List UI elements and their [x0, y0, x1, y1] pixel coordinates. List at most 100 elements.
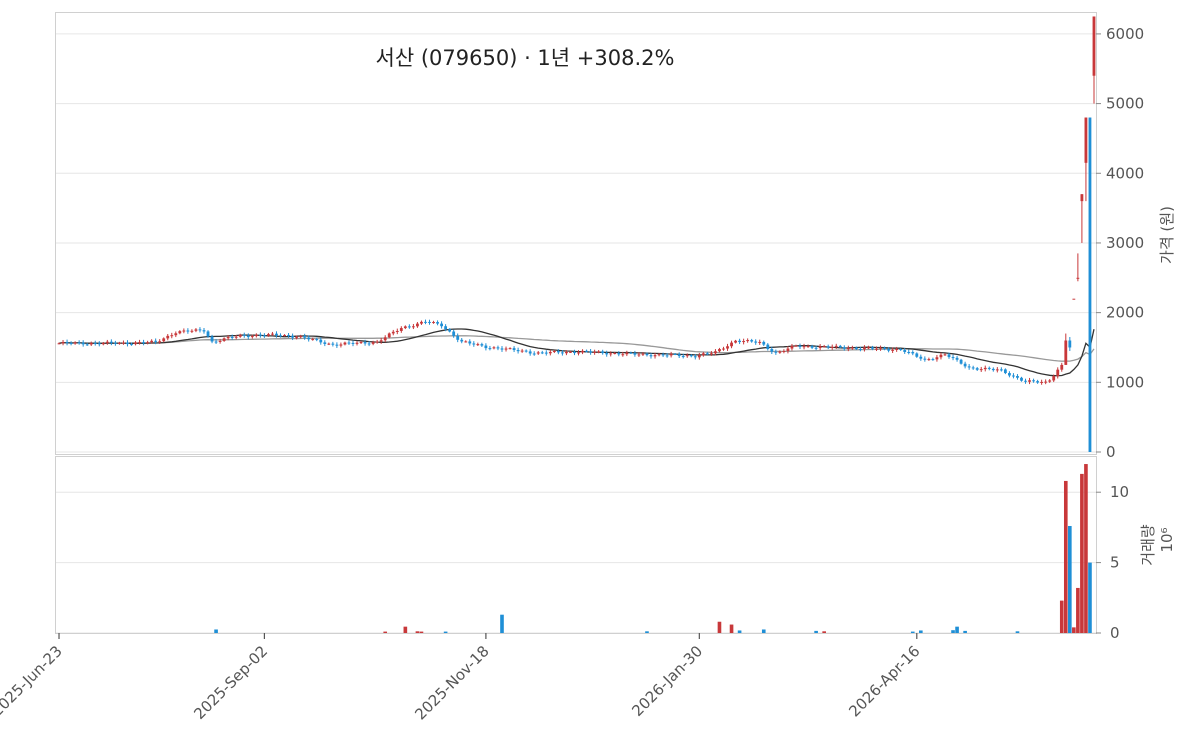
candle-body	[97, 343, 101, 345]
candle-body	[1056, 369, 1060, 377]
moving-average-layer	[58, 328, 1095, 377]
candle-body	[444, 326, 448, 330]
candle-body	[411, 326, 415, 328]
candle-body	[1044, 381, 1048, 383]
candle-body	[279, 335, 282, 337]
candle-body	[718, 349, 721, 352]
candle-body	[810, 346, 814, 348]
candle-body	[323, 342, 327, 344]
candle-body	[440, 323, 444, 327]
volume-bar	[500, 614, 504, 633]
candle-body	[798, 345, 802, 347]
candle-body	[899, 348, 903, 351]
candle-body	[661, 354, 665, 356]
candle-body	[142, 342, 145, 344]
candle-body	[122, 342, 125, 344]
candle-body	[770, 348, 774, 352]
candle-body	[242, 334, 246, 336]
candle-body	[327, 343, 331, 345]
candle-body	[830, 346, 834, 348]
candle-body	[790, 345, 794, 349]
candle-body	[57, 343, 61, 345]
candle-body	[991, 368, 995, 371]
candle-body	[657, 354, 661, 356]
candle-body	[605, 353, 609, 355]
candle-body	[456, 335, 460, 340]
candle-body	[975, 368, 979, 370]
candle-body	[983, 367, 987, 370]
candle-body	[939, 354, 943, 358]
candle-body	[275, 333, 278, 336]
candle-body	[1020, 377, 1023, 381]
candle-body	[621, 354, 625, 356]
volume-bar	[383, 631, 388, 633]
volume-bar	[1059, 600, 1064, 633]
candle-body	[311, 339, 315, 341]
candle-body	[834, 345, 838, 347]
candle-body	[339, 344, 343, 346]
volume-bar	[1088, 562, 1092, 633]
candle-body	[81, 342, 85, 345]
grid-layer	[56, 33, 1096, 634]
candle-body	[508, 348, 512, 350]
candle-body	[569, 351, 572, 353]
candle-body	[919, 356, 923, 359]
volume-bar	[403, 626, 408, 633]
candle-body	[77, 342, 81, 344]
candle-body	[709, 353, 713, 355]
candle-body	[540, 352, 544, 354]
axis-layer: 0 1000 2000 3000 4000 5000 6000 0 5 10 2025-Jun-23…	[0, 25, 1144, 723]
candle-body	[548, 351, 552, 354]
candle-body	[714, 351, 717, 354]
candle-body	[782, 351, 786, 353]
price-tick-label: 2000	[1106, 304, 1144, 322]
price-panel-frame	[55, 12, 1097, 455]
candle-body	[875, 348, 878, 350]
candle-body	[677, 354, 681, 357]
candle-body	[448, 329, 452, 332]
candle-body	[826, 346, 830, 348]
candle-body	[524, 350, 528, 352]
candle-body	[395, 330, 399, 332]
volume-unit-label: 10⁶	[1158, 527, 1176, 552]
candle-body	[883, 347, 886, 350]
candle-body	[854, 347, 858, 349]
price-tick-label: 1000	[1106, 373, 1144, 391]
candle-body	[420, 321, 423, 324]
candle-body	[520, 350, 524, 352]
volume-bar	[761, 629, 766, 633]
candle-body	[472, 343, 476, 345]
candle-body	[315, 339, 319, 341]
candle-body	[194, 329, 198, 331]
candle-body	[287, 334, 290, 336]
candle-body	[593, 351, 597, 353]
candle-body	[331, 343, 335, 345]
volume-bar	[1076, 587, 1080, 633]
candle-body	[178, 331, 182, 334]
candle-body	[774, 351, 778, 353]
volume-bar	[717, 621, 722, 633]
candle-body	[174, 333, 178, 336]
candle-body	[182, 330, 186, 332]
candle-body	[150, 340, 154, 343]
x-tick-label: 2026-Jan-30	[628, 642, 706, 720]
candle-body	[842, 347, 846, 349]
candle-body	[754, 341, 758, 343]
candle-body	[170, 335, 174, 337]
frame-layer	[55, 12, 1097, 634]
candle-body	[846, 348, 850, 350]
x-tick-label: 2025-Nov-18	[411, 642, 492, 723]
ma-short-line	[58, 328, 1095, 377]
candle-body	[943, 354, 947, 356]
price-tick-label: 0	[1106, 443, 1116, 461]
candle-body	[705, 353, 709, 355]
candle-body	[464, 341, 468, 343]
candle-body	[375, 341, 379, 343]
candle-body	[206, 331, 210, 337]
candle-body	[126, 342, 129, 345]
candle-body	[609, 353, 613, 355]
candle-body	[367, 343, 371, 345]
candle-body	[379, 340, 383, 342]
candle-body	[963, 363, 967, 367]
